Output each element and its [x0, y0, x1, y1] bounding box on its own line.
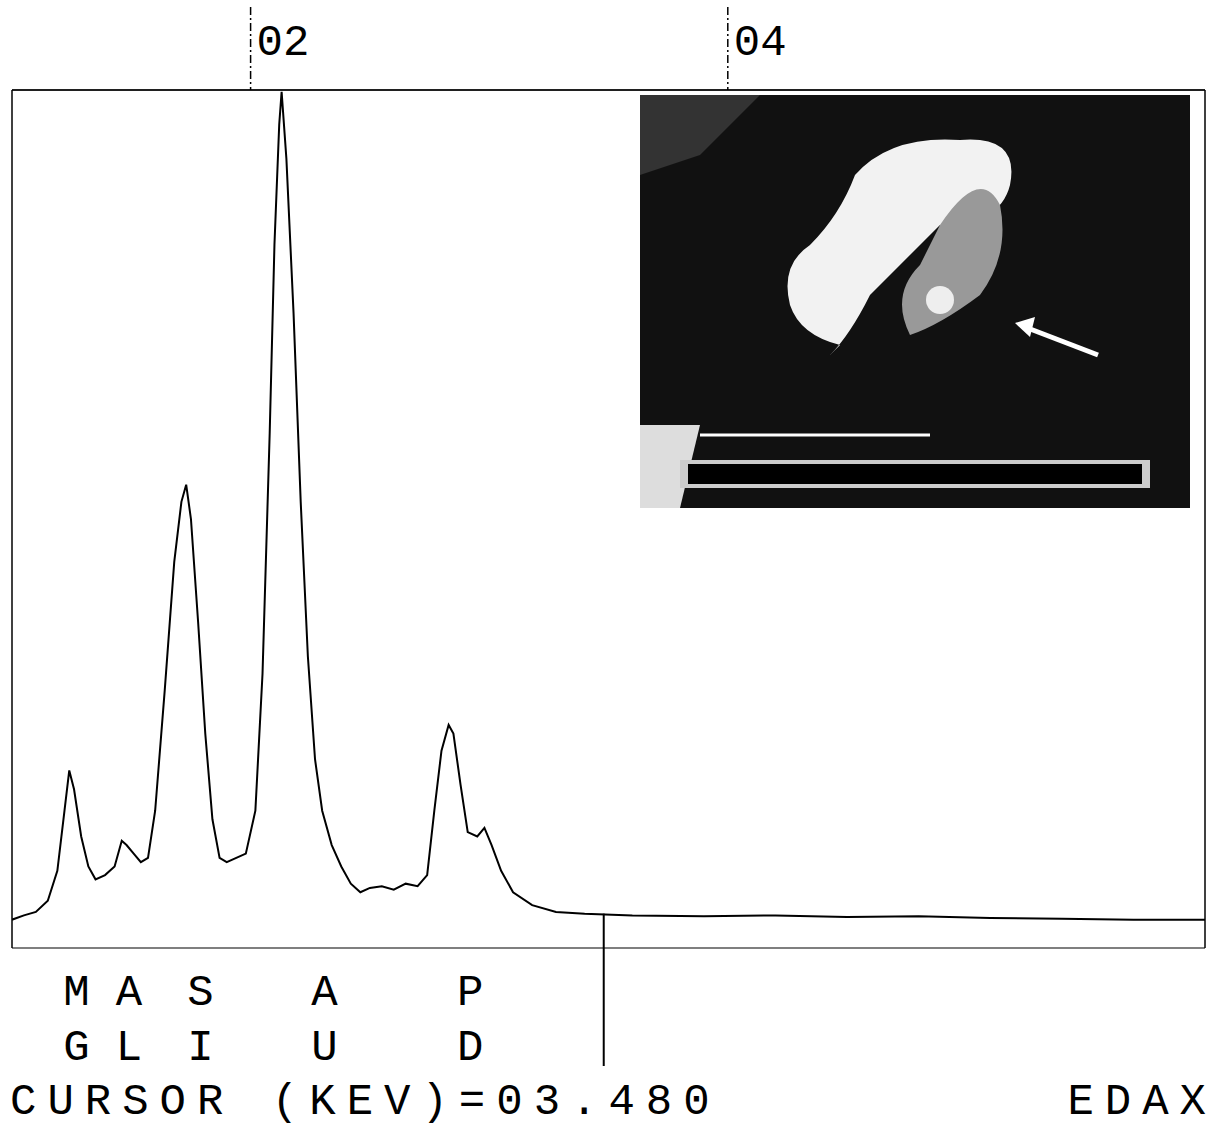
svg-text:P: P	[457, 968, 483, 1018]
svg-text:D: D	[457, 1023, 483, 1073]
svg-text:I: I	[187, 1023, 213, 1073]
svg-text:A: A	[311, 968, 338, 1018]
svg-text:L: L	[116, 1023, 142, 1073]
svg-text:A: A	[116, 968, 143, 1018]
svg-text:02: 02	[257, 18, 310, 68]
html-text:EDAX: EDAX	[1067, 1077, 1217, 1127]
html-text:CURSOR (KEV)=03.480: CURSOR (KEV)=03.480	[10, 1077, 721, 1127]
svg-text:S: S	[187, 968, 213, 1018]
svg-text:G: G	[63, 1023, 89, 1073]
svg-text:04: 04	[734, 18, 787, 68]
svg-text:U: U	[311, 1023, 337, 1073]
svg-text:M: M	[63, 968, 89, 1018]
